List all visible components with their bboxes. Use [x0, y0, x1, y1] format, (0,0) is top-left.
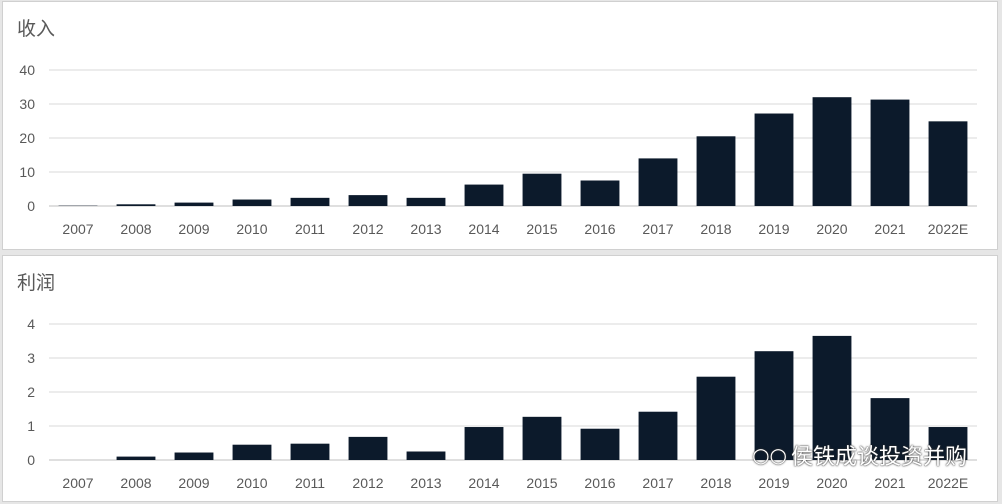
bar-2014 — [464, 427, 504, 460]
bar-2020 — [812, 335, 852, 460]
y-tick-label: 3 — [27, 350, 35, 366]
bar-2021 — [870, 99, 910, 206]
bar-2016 — [580, 428, 620, 460]
bar-2015 — [522, 173, 562, 206]
x-tick-label: 2020 — [816, 475, 847, 491]
bar-2016 — [580, 180, 620, 206]
bar-2017 — [638, 158, 678, 206]
x-tick-label: 2015 — [526, 475, 557, 491]
wechat-icon: ○○ — [752, 443, 787, 467]
x-tick-label: 2016 — [584, 475, 615, 491]
bar-2008 — [116, 456, 156, 460]
x-tick-label: 2022E — [928, 475, 968, 491]
x-tick-label: 2010 — [236, 475, 267, 491]
bar-2010 — [232, 199, 272, 206]
x-tick-label: 2017 — [642, 221, 673, 237]
bar-2012 — [348, 195, 388, 206]
profit-chart-panel: 利润 0 1 2 3 4 2007 2008 2009 2010 2011 2012 2013 2014… — [2, 255, 998, 502]
revenue-chart: 0 10 20 30 40 2007 2008 2009 2010 2011 2012 2013 201… — [19, 62, 977, 237]
bar-2020 — [812, 97, 852, 206]
x-tick-label: 2009 — [178, 475, 209, 491]
y-tick-label: 40 — [19, 62, 35, 78]
x-tick-label: 2022E — [928, 221, 968, 237]
bar-2017 — [638, 411, 678, 460]
x-tick-label: 2008 — [120, 475, 151, 491]
bar-2021 — [870, 398, 910, 460]
bar-2018 — [696, 136, 736, 206]
bar-2018 — [696, 376, 736, 460]
x-tick-label: 2020 — [816, 221, 847, 237]
bar-2019 — [754, 351, 794, 460]
x-tick-label: 2014 — [468, 221, 499, 237]
bar-2022E — [928, 427, 968, 460]
x-tick-label: 2018 — [700, 475, 731, 491]
revenue-chart-panel: 收入 0 10 20 30 40 2007 2008 2009 2010 2011 2012 2013… — [2, 1, 998, 250]
bar-2013 — [406, 451, 446, 460]
x-tick-label: 2008 — [120, 221, 151, 237]
x-tick-label: 2015 — [526, 221, 557, 237]
x-tick-label: 2009 — [178, 221, 209, 237]
watermark: ○○ 侯铁成谈投资并购 — [752, 439, 967, 471]
x-tick-label: 2014 — [468, 475, 499, 491]
bar-2009 — [174, 452, 214, 460]
y-tick-label: 30 — [19, 96, 35, 112]
bar-2011 — [290, 197, 330, 206]
x-tick-label: 2010 — [236, 221, 267, 237]
x-tick-label: 2007 — [62, 221, 93, 237]
revenue-chart-title: 收入 — [17, 18, 56, 40]
profit-chart: 0 1 2 3 4 2007 2008 2009 2010 2011 2012 2013 2014 201… — [27, 316, 977, 491]
watermark-text: 侯铁成谈投资并购 — [790, 445, 967, 470]
bar-2011 — [290, 443, 330, 460]
x-tick-label: 2017 — [642, 475, 673, 491]
bar-2009 — [174, 202, 214, 206]
bar-2015 — [522, 416, 562, 460]
profit-chart-title: 利润 — [17, 272, 56, 294]
bar-2013 — [406, 197, 446, 206]
bar-2008 — [116, 204, 156, 206]
x-tick-label: 2019 — [758, 475, 789, 491]
x-tick-label: 2012 — [352, 221, 383, 237]
x-tick-label: 2019 — [758, 221, 789, 237]
x-tick-label: 2016 — [584, 221, 615, 237]
bar-2019 — [754, 113, 794, 206]
bar-2010 — [232, 444, 272, 460]
x-tick-label: 2021 — [874, 221, 905, 237]
y-tick-label: 20 — [19, 130, 35, 146]
y-tick-label: 10 — [19, 164, 35, 180]
x-tick-label: 2013 — [410, 221, 441, 237]
x-tick-label: 2007 — [62, 475, 93, 491]
x-tick-label: 2021 — [874, 475, 905, 491]
bar-2012 — [348, 436, 388, 460]
bar-2014 — [464, 184, 504, 206]
x-tick-label: 2012 — [352, 475, 383, 491]
x-tick-label: 2011 — [295, 475, 325, 491]
x-tick-label: 2018 — [700, 221, 731, 237]
x-tick-label: 2011 — [295, 221, 325, 237]
y-tick-label: 4 — [27, 316, 35, 332]
y-tick-label: 1 — [27, 418, 35, 434]
y-tick-label: 0 — [27, 198, 35, 214]
y-tick-label: 2 — [27, 384, 35, 400]
y-tick-label: 0 — [27, 452, 35, 468]
bar-2022E — [928, 121, 968, 206]
x-tick-label: 2013 — [410, 475, 441, 491]
